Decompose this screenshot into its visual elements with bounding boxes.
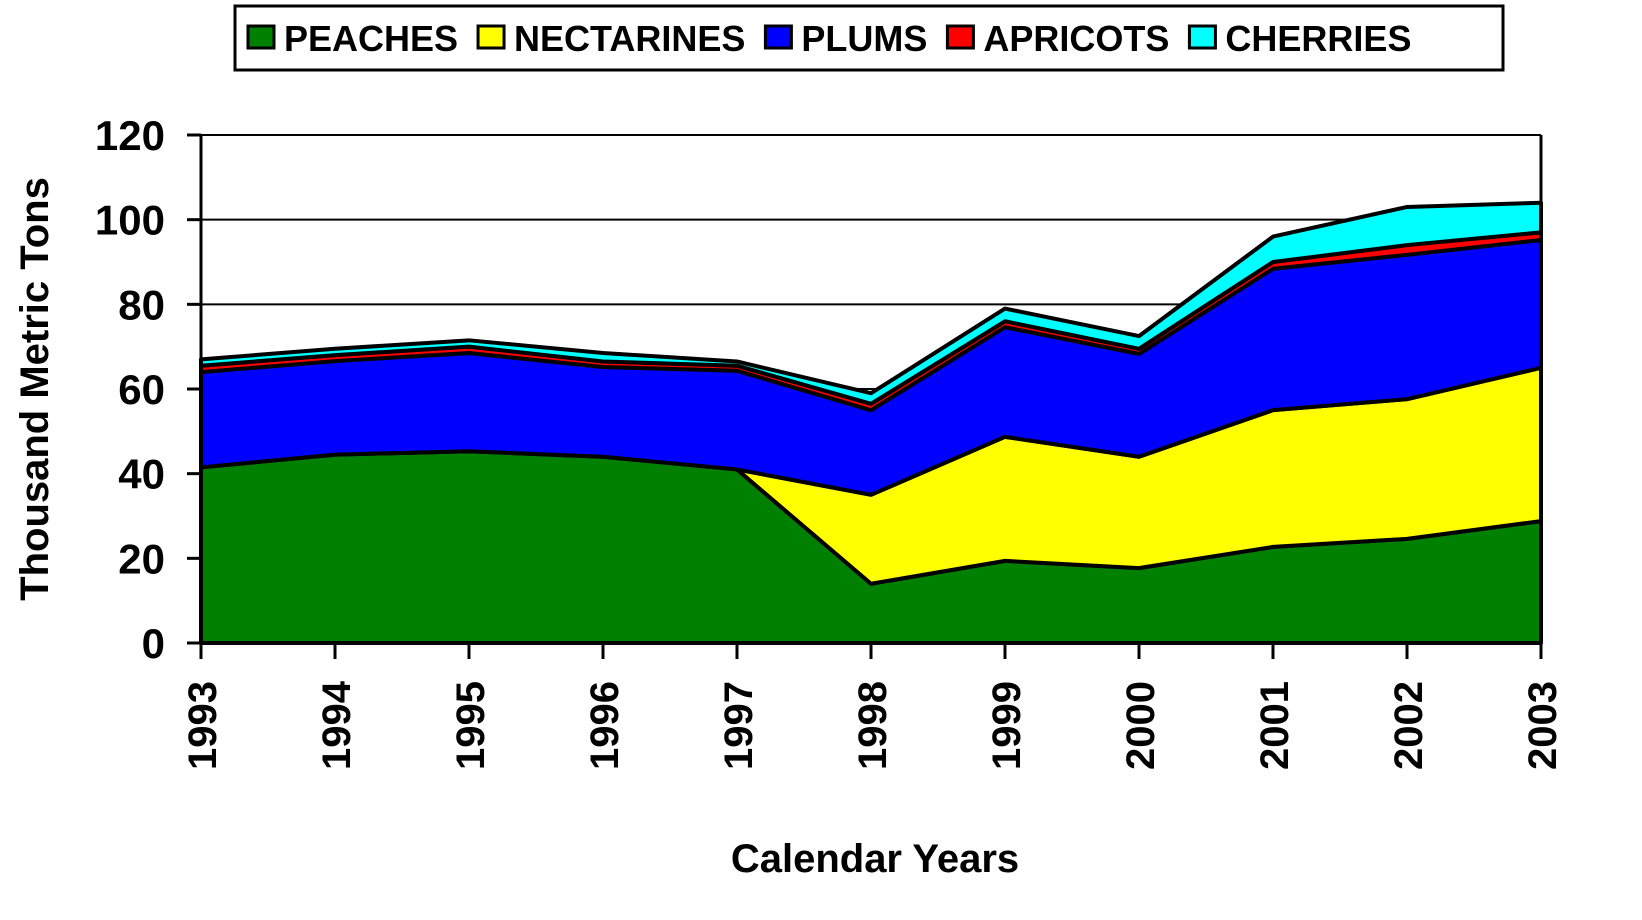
- legend-box: [233, 4, 1505, 72]
- x-tick-label: 1995: [449, 681, 493, 770]
- x-tick-label: 1994: [315, 680, 359, 770]
- x-tick-label: 1996: [583, 681, 627, 770]
- legend-swatch: [763, 24, 793, 50]
- x-tick-label: 1999: [985, 681, 1029, 770]
- x-tick-label: 1998: [851, 681, 895, 770]
- legend-label: CHERRIES: [1225, 18, 1411, 59]
- y-tick-label: 40: [118, 451, 165, 498]
- legend-swatch: [1187, 24, 1217, 50]
- legend-swatch: [246, 24, 276, 50]
- y-axis-title: Thousand Metric Tons: [13, 177, 57, 601]
- x-tick-label: 2001: [1253, 681, 1297, 770]
- y-tick-label: 60: [118, 366, 165, 413]
- x-tick-label: 1993: [181, 681, 225, 770]
- legend-label: PEACHES: [284, 18, 458, 59]
- y-tick-label: 0: [142, 620, 165, 667]
- y-tick-label: 120: [95, 112, 165, 159]
- x-tick-label: 2002: [1387, 681, 1431, 770]
- y-tick-label: 20: [118, 535, 165, 582]
- legend-swatch: [476, 24, 506, 50]
- legend-swatch: [945, 24, 975, 50]
- legend-label: APRICOTS: [983, 18, 1169, 59]
- y-tick-label: 80: [118, 281, 165, 328]
- legend-label: PLUMS: [801, 18, 927, 59]
- x-tick-label: 1997: [717, 681, 761, 770]
- x-tick-label: 2003: [1521, 681, 1565, 770]
- x-axis-title: Calendar Years: [731, 837, 1019, 881]
- x-tick-label: 2000: [1119, 681, 1163, 770]
- legend-label: NECTARINES: [514, 18, 745, 59]
- y-tick-label: 100: [95, 197, 165, 244]
